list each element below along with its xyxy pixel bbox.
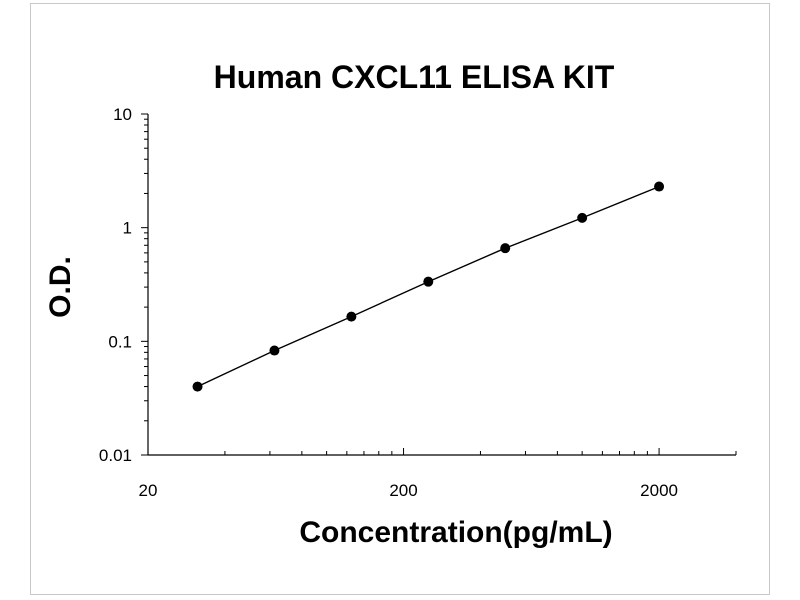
x-tick-label: 200	[389, 481, 417, 500]
x-axis-label: Concentration(pg/mL)	[299, 516, 612, 549]
y-tick-label: 10	[113, 105, 132, 124]
data-point	[192, 381, 203, 392]
data-points	[192, 181, 665, 392]
y-axis-label: O.D.	[44, 256, 77, 318]
chart-title: Human CXCL11 ELISA KIT	[214, 59, 615, 95]
x-tick-label: 20	[139, 481, 158, 500]
y-tick-labels: 0.01 0.1 1 10	[99, 105, 132, 465]
chart-frame: Human CXCL11 ELISA KIT Concentration(pg/…	[30, 3, 770, 595]
y-ticks	[141, 113, 148, 456]
y-tick-label: 0.1	[108, 332, 132, 351]
x-tick-labels: 20 200 2000	[139, 481, 678, 500]
data-point	[577, 212, 588, 223]
y-tick-label: 0.01	[99, 446, 132, 465]
data-point	[269, 345, 280, 356]
x-tick-label: 2000	[640, 481, 678, 500]
x-ticks	[147, 448, 737, 455]
data-point	[423, 276, 434, 287]
chart-svg: Human CXCL11 ELISA KIT Concentration(pg/…	[44, 59, 737, 549]
data-point	[346, 311, 357, 322]
data-point	[500, 243, 511, 254]
data-point	[654, 181, 665, 192]
y-tick-label: 1	[123, 219, 132, 238]
